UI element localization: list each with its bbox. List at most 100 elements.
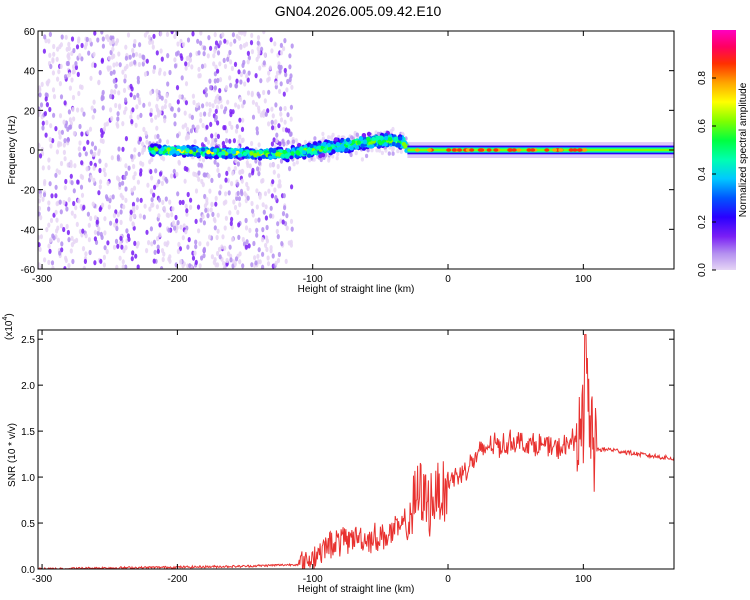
spectrogram-cell [103, 171, 107, 178]
spectrogram-cell [232, 138, 236, 144]
spectrogram-cell [271, 125, 275, 131]
spectrogram-cell [155, 107, 160, 113]
spectrogram-cell [152, 239, 157, 245]
spectrogram-cell [166, 139, 170, 145]
spectrogram-cell [255, 126, 259, 132]
spectrogram-cell [59, 209, 63, 215]
spectrogram-cell [116, 116, 120, 122]
spectrogram-peak [516, 148, 522, 152]
colorbar-tick-label: 0.4 [697, 167, 708, 181]
spectrogram-cell [105, 249, 109, 255]
spectrogram-cell [66, 60, 70, 67]
spectrogram-cell [212, 259, 216, 265]
spectrogram-cell [213, 155, 219, 160]
spectrogram-cell [226, 99, 230, 105]
spectrogram-cell [256, 40, 260, 46]
spectrogram-cell [173, 57, 177, 63]
spectrogram-cell [124, 44, 128, 50]
spectrogram-cell [221, 234, 225, 240]
spectrogram-cell [113, 222, 117, 228]
spectrogram-cell [59, 63, 63, 69]
spectrogram-cell [41, 125, 45, 131]
y-tick-label: 60 [24, 27, 36, 38]
spectrogram-cell [229, 41, 233, 47]
spectrogram-cell [58, 81, 63, 87]
spectrogram-cell [80, 131, 84, 137]
spectrogram-cell [224, 191, 228, 197]
spectrogram-cell [135, 204, 139, 211]
spectrogram-cell [177, 241, 181, 247]
spectrogram-cell [149, 169, 153, 175]
spectrogram-cell [60, 247, 64, 253]
spectrogram-cell [38, 242, 41, 248]
spectrogram-cell [248, 172, 252, 178]
snr-x-label: Height of straight line (km) [298, 584, 415, 595]
spectrogram-cell [335, 156, 339, 161]
spectrogram-cell [109, 93, 113, 99]
spectrogram-cell [160, 95, 164, 101]
spectrogram-cell [236, 181, 240, 187]
spectrogram-cell [152, 192, 156, 198]
spectrogram-cell [290, 151, 295, 156]
spectrogram-cell [259, 112, 263, 118]
spectrogram-cell [98, 70, 102, 76]
spectrogram-cell [77, 38, 81, 44]
spectrogram-cell [142, 146, 146, 152]
spectrogram-cell [41, 120, 45, 126]
spectrogram-cell [250, 49, 254, 55]
spectrogram-cell [241, 117, 245, 123]
spectrogram-cell [107, 204, 111, 210]
spectrogram-cell [194, 244, 198, 250]
spectrogram-cell [302, 150, 307, 155]
spectrogram-cell [251, 208, 255, 214]
spectrogram-cell [230, 181, 234, 187]
spectrogram-cell [62, 226, 66, 233]
spectrogram-cell [233, 38, 237, 44]
spectrogram-cell [43, 111, 48, 117]
spectrogram-cell [117, 146, 121, 152]
spectrogram-cell [152, 64, 157, 71]
spectrogram-cell [191, 255, 196, 261]
spectrogram-cell [284, 153, 289, 158]
spectrogram-cell [198, 241, 202, 247]
spectrogram-cell [288, 64, 292, 70]
spectrogram-cell [283, 67, 287, 74]
spectrogram-cell [70, 180, 74, 186]
spectrogram-cell [176, 220, 180, 226]
spectrogram-cell [116, 212, 120, 218]
spectrogram-cell [48, 31, 53, 37]
spectrogram-cell [132, 185, 137, 191]
spectrogram-cell [277, 251, 281, 258]
spectrogram-cell [133, 147, 137, 153]
spectrogram-cell [161, 199, 165, 205]
spectrogram-cell [290, 226, 294, 232]
spectrogram-cell [206, 139, 210, 145]
spectrogram-cell [52, 212, 56, 218]
spectrogram-cell [175, 150, 180, 156]
spectrogram-cell [38, 153, 43, 159]
spectrogram-cell [170, 212, 174, 218]
spectrogram-cell [223, 245, 227, 251]
spectrogram-cell [284, 258, 288, 264]
spectrogram-cell [101, 105, 105, 111]
spectrogram-cell [139, 168, 143, 174]
spectrogram-cell [229, 220, 233, 227]
spectrogram-cell [123, 174, 127, 180]
spectrogram-cell [197, 66, 201, 72]
spectrogram-cell [208, 107, 212, 113]
spectrogram-cell [69, 162, 73, 169]
spectrogram-cell [183, 110, 187, 116]
spectrogram-cell [135, 104, 139, 110]
spectrogram-cell [185, 126, 190, 132]
spectrogram-cell [90, 62, 95, 68]
spectrogram-cell [122, 204, 126, 210]
spectrogram-cell [230, 124, 234, 130]
spectrogram-cell [149, 189, 153, 195]
spectrogram-cell [38, 85, 42, 91]
spectrogram-cell [228, 75, 232, 81]
spectrogram-cell [197, 50, 201, 56]
spectrogram-cell [163, 241, 167, 247]
spectrogram-peak [486, 148, 492, 152]
spectrogram-cell [173, 112, 177, 118]
spectrogram-cell [67, 109, 71, 115]
